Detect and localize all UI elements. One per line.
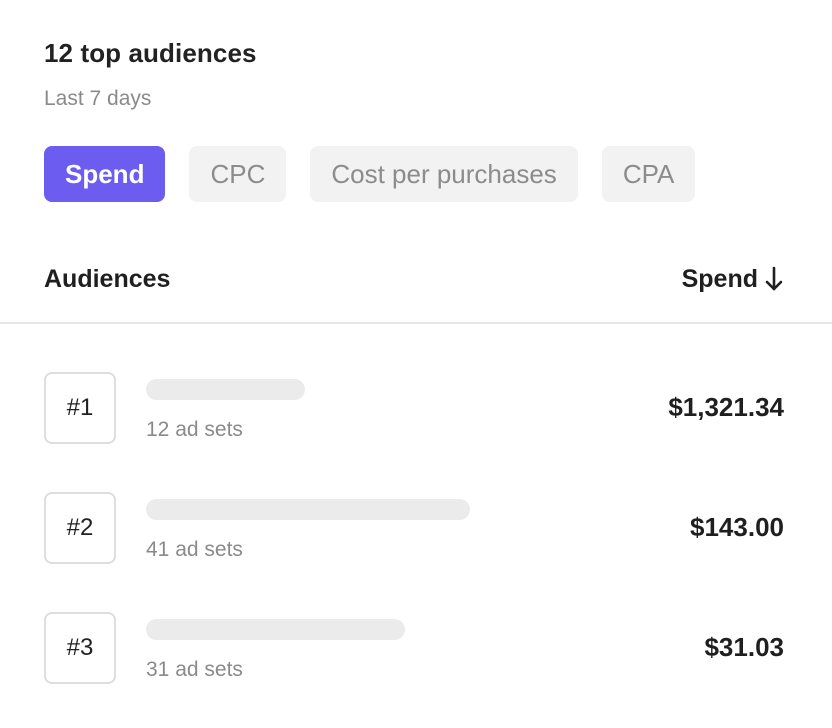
ad-sets-count: 31 ad sets xyxy=(146,658,243,681)
card-subtitle: Last 7 days xyxy=(44,87,152,110)
table-header: Audiences Spend xyxy=(44,262,784,296)
arrow-down-icon xyxy=(765,266,783,291)
tab-cpc[interactable]: CPC xyxy=(189,146,287,202)
metric-tabs: Spend CPC Cost per purchases CPA xyxy=(44,146,696,202)
card-title: 12 top audiences xyxy=(44,38,257,68)
table-row[interactable]: #1 12 ad sets $1,321.34 xyxy=(44,372,784,444)
spend-value: $31.03 xyxy=(704,632,784,662)
audience-name-placeholder xyxy=(146,379,305,400)
spend-value: $143.00 xyxy=(690,512,784,542)
ad-sets-count: 41 ad sets xyxy=(146,538,243,561)
audiences-column-header: Audiences xyxy=(44,264,171,293)
spend-column-label: Spend xyxy=(681,264,758,293)
table-row[interactable]: #2 41 ad sets $143.00 xyxy=(44,492,784,564)
ad-sets-count: 12 ad sets xyxy=(146,418,243,441)
rank-badge: #2 xyxy=(44,492,116,564)
audience-name-placeholder xyxy=(146,499,470,520)
tab-cost-per-purchases[interactable]: Cost per purchases xyxy=(310,146,578,202)
header-divider xyxy=(0,322,832,324)
table-row[interactable]: #3 31 ad sets $31.03 xyxy=(44,612,784,684)
tab-spend[interactable]: Spend xyxy=(44,146,166,202)
spend-value: $1,321.34 xyxy=(668,392,784,422)
tab-cpa[interactable]: CPA xyxy=(601,146,696,202)
rank-badge: #1 xyxy=(44,372,116,444)
spend-column-header[interactable]: Spend xyxy=(682,265,784,294)
rank-badge: #3 xyxy=(44,612,116,684)
audience-name-placeholder xyxy=(146,619,405,640)
